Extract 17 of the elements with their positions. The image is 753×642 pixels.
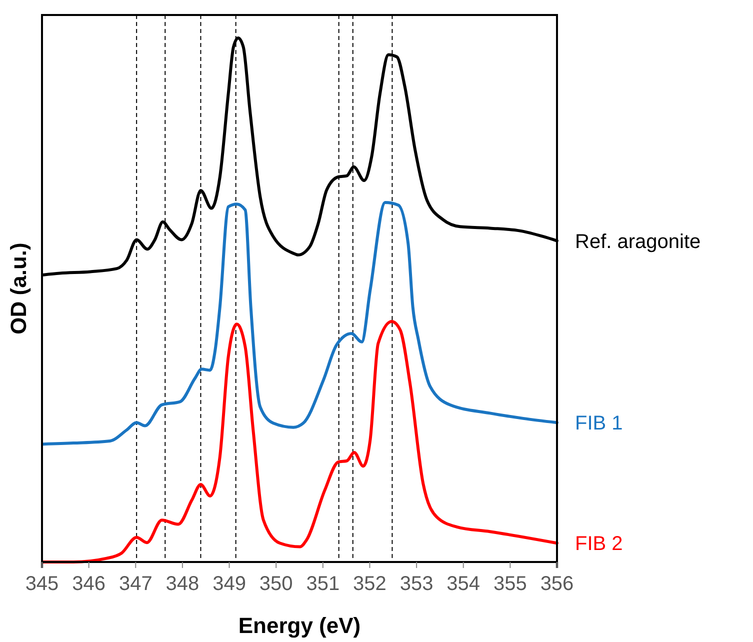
x-tick-label: 346 bbox=[72, 573, 106, 596]
x-tick-label: 356 bbox=[540, 573, 574, 596]
x-tick-label: 354 bbox=[446, 573, 480, 596]
x-tick-label: 350 bbox=[259, 573, 293, 596]
x-tick-label: 345 bbox=[25, 573, 59, 596]
series-label: FIB 1 bbox=[575, 412, 623, 435]
x-tick-label: 351 bbox=[306, 573, 340, 596]
x-tick-label: 353 bbox=[400, 573, 434, 596]
x-tick-label: 349 bbox=[212, 573, 246, 596]
series-label: FIB 2 bbox=[575, 533, 623, 556]
series-label: Ref. aragonite bbox=[575, 230, 701, 253]
x-tick-label: 352 bbox=[353, 573, 386, 596]
x-tick-label: 355 bbox=[493, 573, 527, 596]
x-axis-title: Energy (eV) bbox=[238, 613, 361, 638]
x-tick-label: 347 bbox=[118, 573, 152, 596]
x-tick-label: 348 bbox=[166, 573, 200, 596]
y-axis-title: OD (a.u.) bbox=[6, 242, 31, 334]
